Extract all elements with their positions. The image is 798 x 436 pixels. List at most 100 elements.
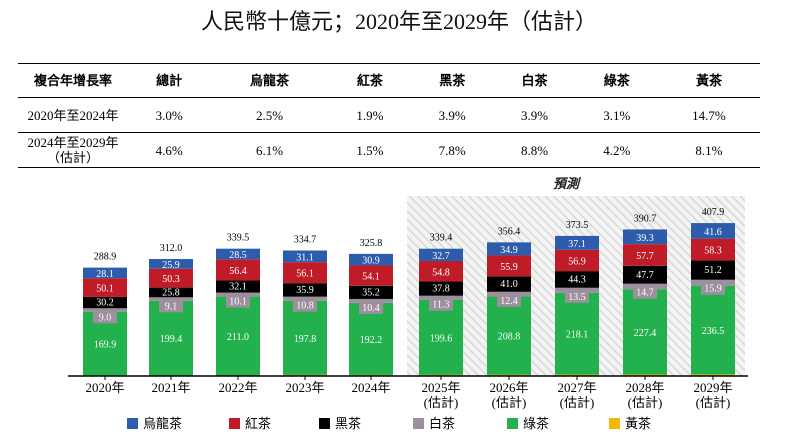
table-header-row: 複合年增長率 總計 烏龍茶 紅茶 黑茶 白茶 綠茶 黃茶: [18, 63, 760, 98]
bar-segment: [216, 296, 260, 376]
data-label: 10.4: [362, 303, 380, 314]
total-label: 390.7: [634, 213, 657, 224]
header-cell: 黑茶: [439, 73, 466, 88]
x-tick-label: (估計): [424, 395, 459, 410]
x-tick-label: 2025年: [421, 380, 460, 395]
label-box: [93, 310, 117, 324]
legend-swatch: [507, 418, 518, 429]
data-label: 39.3: [636, 233, 654, 244]
table-cell: 3.9%: [438, 107, 466, 123]
bar-segment: [623, 244, 667, 266]
table-cell: 2024年至2029年 （估計）: [27, 135, 119, 165]
bar-segment: [349, 285, 393, 299]
table-cell: 14.7%: [692, 107, 726, 123]
x-tick-label: 2029年: [693, 380, 732, 395]
bar-segment: [83, 267, 127, 279]
data-label: 56.4: [229, 266, 247, 277]
label-box: [159, 299, 183, 313]
data-label: 25.9: [162, 260, 180, 271]
bar-segment: [283, 283, 327, 297]
bar-segment: [691, 260, 735, 280]
bar-segment: [149, 297, 193, 301]
table-cell: 3.0%: [155, 107, 183, 123]
bar-segment: [216, 259, 260, 281]
bar-segment: [691, 374, 735, 376]
bar-segment: [691, 238, 735, 261]
bar-segment: [487, 242, 531, 256]
x-tick-label: 2027年: [557, 380, 596, 395]
data-label: 31.1: [296, 252, 314, 263]
data-label: 32.7: [432, 251, 450, 262]
data-label: 211.0: [227, 332, 249, 343]
table-cell: 2020年至2024年: [27, 107, 119, 123]
legend-swatch: [319, 418, 330, 429]
data-label: 15.9: [704, 284, 722, 295]
bar-segment: [487, 276, 531, 292]
table-cell: 6.1%: [255, 142, 284, 158]
data-label: 25.8: [162, 287, 180, 298]
legend-label: 綠茶: [523, 416, 549, 431]
bar-segment: [419, 281, 463, 296]
legend-label: 紅茶: [245, 416, 271, 431]
data-label: 199.6: [430, 333, 453, 344]
table-row: 2020年至2024年 3.0% 2.5% 1.9% 3.9% 3.9% 3.1% 14.7%: [18, 98, 760, 133]
x-tick-label: 2024年: [351, 380, 390, 395]
legend-swatch: [127, 418, 138, 429]
bar-segment: [149, 300, 193, 376]
total-label: 339.4: [430, 233, 453, 244]
legend-label: 黑茶: [335, 416, 361, 431]
header-cell: 烏龍茶: [250, 73, 290, 88]
data-label: 37.8: [432, 284, 450, 295]
bar-segment: [555, 249, 599, 272]
forecast-label: 預測: [553, 176, 582, 191]
bar-segment: [83, 308, 127, 312]
table-cell: 1.5%: [356, 142, 384, 158]
legend-swatch: [229, 418, 240, 429]
data-label: 35.2: [362, 287, 380, 298]
data-label: 58.3: [704, 246, 722, 257]
data-label: 208.8: [498, 332, 521, 343]
data-label: 9.1: [165, 301, 178, 312]
bar-segment: [149, 287, 193, 298]
x-tick-label: (估計): [560, 395, 595, 410]
data-label: 13.5: [568, 292, 586, 303]
data-label: 10.8: [296, 301, 314, 312]
data-label: 44.3: [568, 274, 586, 285]
x-tick-label: 2021年: [151, 380, 190, 395]
bar-segment: [216, 248, 260, 260]
table-cell: 2.5%: [255, 107, 284, 123]
label-box: [226, 294, 250, 308]
x-tick-label: (估計): [492, 395, 527, 410]
bar-segment: [283, 300, 327, 375]
label-box: [359, 300, 383, 314]
data-label: 14.7: [636, 288, 654, 299]
header-cell: 複合年增長率: [33, 73, 112, 88]
legend-label: 烏龍茶: [143, 416, 182, 431]
data-label: 30.2: [96, 298, 114, 309]
header-cell: 白茶: [521, 73, 548, 88]
bar-segment: [349, 253, 393, 266]
label-box: [633, 285, 657, 299]
bar-segment: [149, 259, 193, 269]
data-label: 9.0: [99, 312, 112, 323]
table-cell: 4.6%: [155, 142, 183, 158]
data-label: 199.4: [160, 334, 183, 345]
legend-swatch: [413, 418, 424, 429]
bar-segment: [283, 250, 327, 263]
chart-title: 人民幣十億元；2020年至2029年（估計）: [200, 9, 597, 34]
data-label: 54.1: [362, 272, 380, 283]
total-label: 334.7: [294, 234, 317, 245]
data-label: 236.5: [702, 326, 725, 337]
bar-segment: [283, 262, 327, 284]
table-cell: 7.8%: [438, 142, 466, 158]
x-tick-label: 2023年: [285, 380, 324, 395]
table-cell: 8.8%: [520, 142, 549, 158]
label-box: [293, 298, 317, 312]
table-row: 2024年至2029年 （估計） 4.6% 6.1% 1.5% 7.8% 8.8% 4.2%…: [18, 133, 760, 168]
bar-segment: [349, 302, 393, 375]
total-label: 373.5: [566, 220, 589, 231]
bar-segment: [419, 299, 463, 375]
bar-segment: [691, 223, 735, 239]
